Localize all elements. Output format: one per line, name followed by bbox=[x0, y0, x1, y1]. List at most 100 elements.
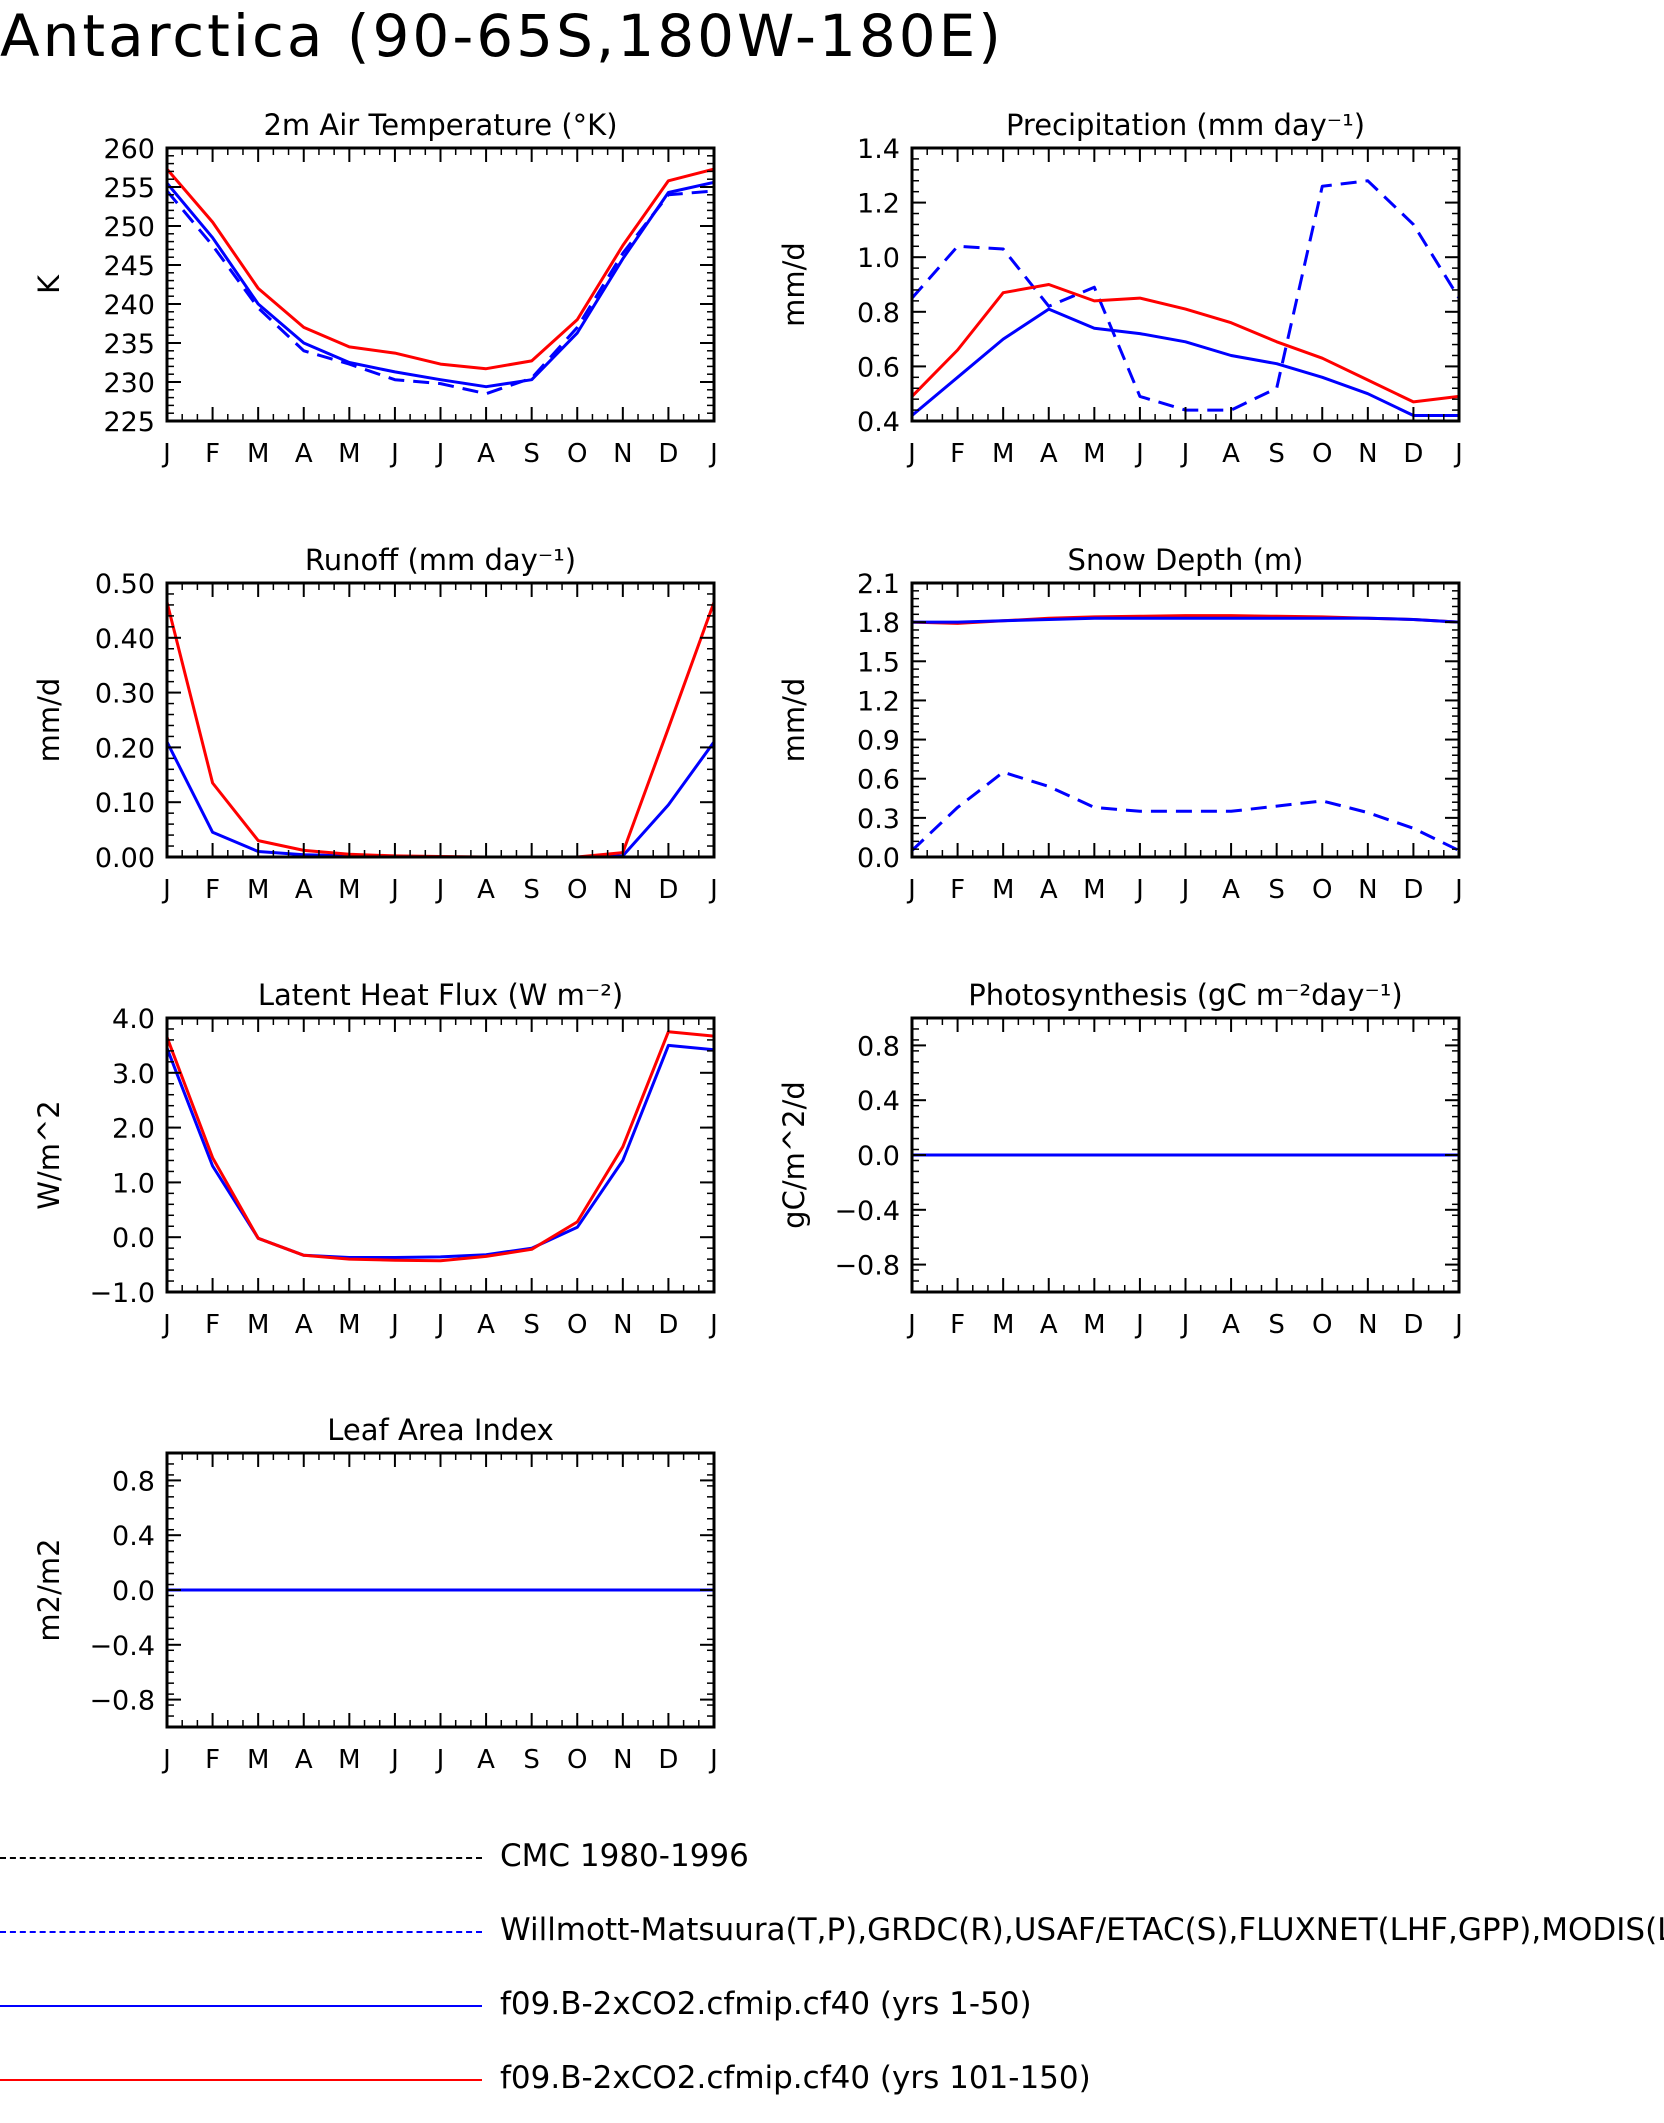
x-tick-label: D bbox=[658, 439, 678, 469]
y-tick-label: 4.0 bbox=[112, 1004, 155, 1035]
x-tick-label: D bbox=[1403, 1310, 1423, 1340]
y-tick-label: 0.0 bbox=[857, 843, 900, 874]
x-tick-label: J bbox=[389, 439, 399, 469]
x-tick-label: S bbox=[523, 1310, 540, 1340]
x-tick-label: N bbox=[613, 1310, 632, 1340]
legend-swatch-solid-blue bbox=[0, 2005, 482, 2007]
x-tick-label: F bbox=[950, 1310, 965, 1340]
y-tick-label: 0.20 bbox=[95, 733, 155, 764]
chart-panel-5: J F M A M J J A S O N D J−0.8−0.40.00.40.8Photosynth… bbox=[777, 978, 1463, 1340]
chart-title: Latent Heat Flux (W m⁻²) bbox=[258, 978, 623, 1012]
x-tick-label: A bbox=[295, 1310, 313, 1340]
x-tick-label: D bbox=[658, 1745, 678, 1775]
x-tick-label: J bbox=[906, 439, 916, 469]
x-tick-label: J bbox=[708, 439, 718, 469]
x-tick-label: F bbox=[950, 875, 965, 905]
y-tick-label: 0.8 bbox=[857, 1031, 900, 1062]
y-tick-label: 0.6 bbox=[857, 352, 900, 383]
x-tick-label: J bbox=[161, 1745, 171, 1775]
y-axis-label: mm/d bbox=[32, 678, 66, 763]
x-tick-label: J bbox=[389, 1310, 399, 1340]
x-tick-label: A bbox=[295, 1745, 313, 1775]
x-tick-label: M bbox=[338, 1310, 360, 1340]
x-tick-label: A bbox=[1222, 1310, 1240, 1340]
x-tick-label: J bbox=[435, 875, 445, 905]
x-tick-label: A bbox=[477, 875, 495, 905]
y-tick-label: −0.8 bbox=[834, 1251, 900, 1282]
y-tick-label: −0.4 bbox=[834, 1196, 900, 1227]
x-tick-label: J bbox=[389, 875, 399, 905]
x-tick-label: N bbox=[613, 439, 632, 469]
y-tick-label: 0.10 bbox=[95, 788, 155, 819]
legend-item-cmc: CMC 1980-1996 bbox=[0, 1838, 1664, 1878]
y-tick-label: 230 bbox=[103, 368, 155, 399]
legend-swatch-dashed-black bbox=[0, 1857, 482, 1859]
series-line bbox=[912, 616, 1459, 624]
x-tick-label: N bbox=[613, 875, 632, 905]
chart-title: Snow Depth (m) bbox=[1068, 543, 1304, 577]
series-line bbox=[167, 1043, 714, 1259]
legend-label: f09.B-2xCO2.cfmip.cf40 (yrs 101-150) bbox=[500, 2060, 1091, 2096]
y-axis-label: mm/d bbox=[777, 242, 811, 327]
x-tick-label: J bbox=[161, 875, 171, 905]
x-tick-label: J bbox=[435, 439, 445, 469]
plot-frame bbox=[165, 581, 716, 859]
x-tick-label: M bbox=[338, 875, 360, 905]
chart-title: 2m Air Temperature (°K) bbox=[263, 108, 617, 142]
x-tick-label: M bbox=[1083, 875, 1105, 905]
chart-panel-2: J F M A M J J A S O N D J0.000.100.200.300.400.50Run… bbox=[32, 543, 718, 905]
x-tick-label: J bbox=[1453, 439, 1463, 469]
x-tick-label: M bbox=[1083, 1310, 1105, 1340]
legend-item-run-1-50: f09.B-2xCO2.cfmip.cf40 (yrs 1-50) bbox=[0, 1986, 1664, 2026]
y-tick-label: 0.8 bbox=[857, 298, 900, 329]
x-tick-label: S bbox=[523, 875, 540, 905]
series-line bbox=[167, 741, 714, 857]
x-tick-label: J bbox=[906, 1310, 916, 1340]
x-tick-label: J bbox=[1180, 875, 1190, 905]
y-tick-label: 240 bbox=[103, 290, 155, 321]
x-tick-label: F bbox=[950, 439, 965, 469]
x-tick-label: J bbox=[1134, 875, 1144, 905]
x-tick-label: F bbox=[205, 1310, 220, 1340]
x-tick-label: A bbox=[1040, 439, 1058, 469]
series-line bbox=[912, 283, 1459, 404]
y-tick-label: 1.0 bbox=[857, 243, 900, 274]
series-line bbox=[167, 167, 714, 371]
series-line bbox=[912, 307, 1459, 417]
x-tick-label: S bbox=[1268, 875, 1285, 905]
x-tick-label: J bbox=[1134, 1310, 1144, 1340]
x-tick-label: J bbox=[708, 875, 718, 905]
x-tick-label: D bbox=[658, 875, 678, 905]
x-tick-label: J bbox=[1453, 875, 1463, 905]
x-tick-label: M bbox=[247, 875, 269, 905]
x-tick-label: O bbox=[567, 1745, 587, 1775]
x-tick-label: S bbox=[1268, 439, 1285, 469]
y-axis-label: mm/d bbox=[777, 678, 811, 763]
x-tick-label: A bbox=[1040, 1310, 1058, 1340]
x-tick-label: J bbox=[161, 1310, 171, 1340]
y-tick-label: −0.4 bbox=[89, 1631, 155, 1662]
chart-title: Photosynthesis (gC m⁻²day⁻¹) bbox=[968, 978, 1402, 1012]
y-tick-label: 0.40 bbox=[95, 624, 155, 655]
y-tick-label: 225 bbox=[103, 407, 155, 438]
y-tick-label: 0.4 bbox=[857, 1086, 900, 1117]
y-tick-label: 1.5 bbox=[857, 647, 900, 678]
y-tick-label: 1.0 bbox=[112, 1168, 155, 1199]
x-tick-label: M bbox=[992, 875, 1014, 905]
x-tick-label: S bbox=[523, 1745, 540, 1775]
x-tick-label: N bbox=[613, 1745, 632, 1775]
legend-swatch-dashed-blue bbox=[0, 1931, 482, 1933]
x-tick-label: M bbox=[247, 439, 269, 469]
y-tick-label: 255 bbox=[103, 173, 155, 204]
y-axis-label: K bbox=[32, 274, 66, 294]
x-tick-label: O bbox=[567, 1310, 587, 1340]
legend-label: CMC 1980-1996 bbox=[500, 1838, 749, 1874]
y-tick-label: 2.0 bbox=[112, 1114, 155, 1145]
y-axis-label: W/m^2 bbox=[32, 1100, 66, 1209]
y-tick-label: 0.00 bbox=[95, 843, 155, 874]
chart-grid: J F M A M J J A S O N D J2252302352402452502552602m … bbox=[32, 108, 1463, 1775]
y-tick-label: 0.4 bbox=[857, 407, 900, 438]
x-tick-label: M bbox=[247, 1310, 269, 1340]
